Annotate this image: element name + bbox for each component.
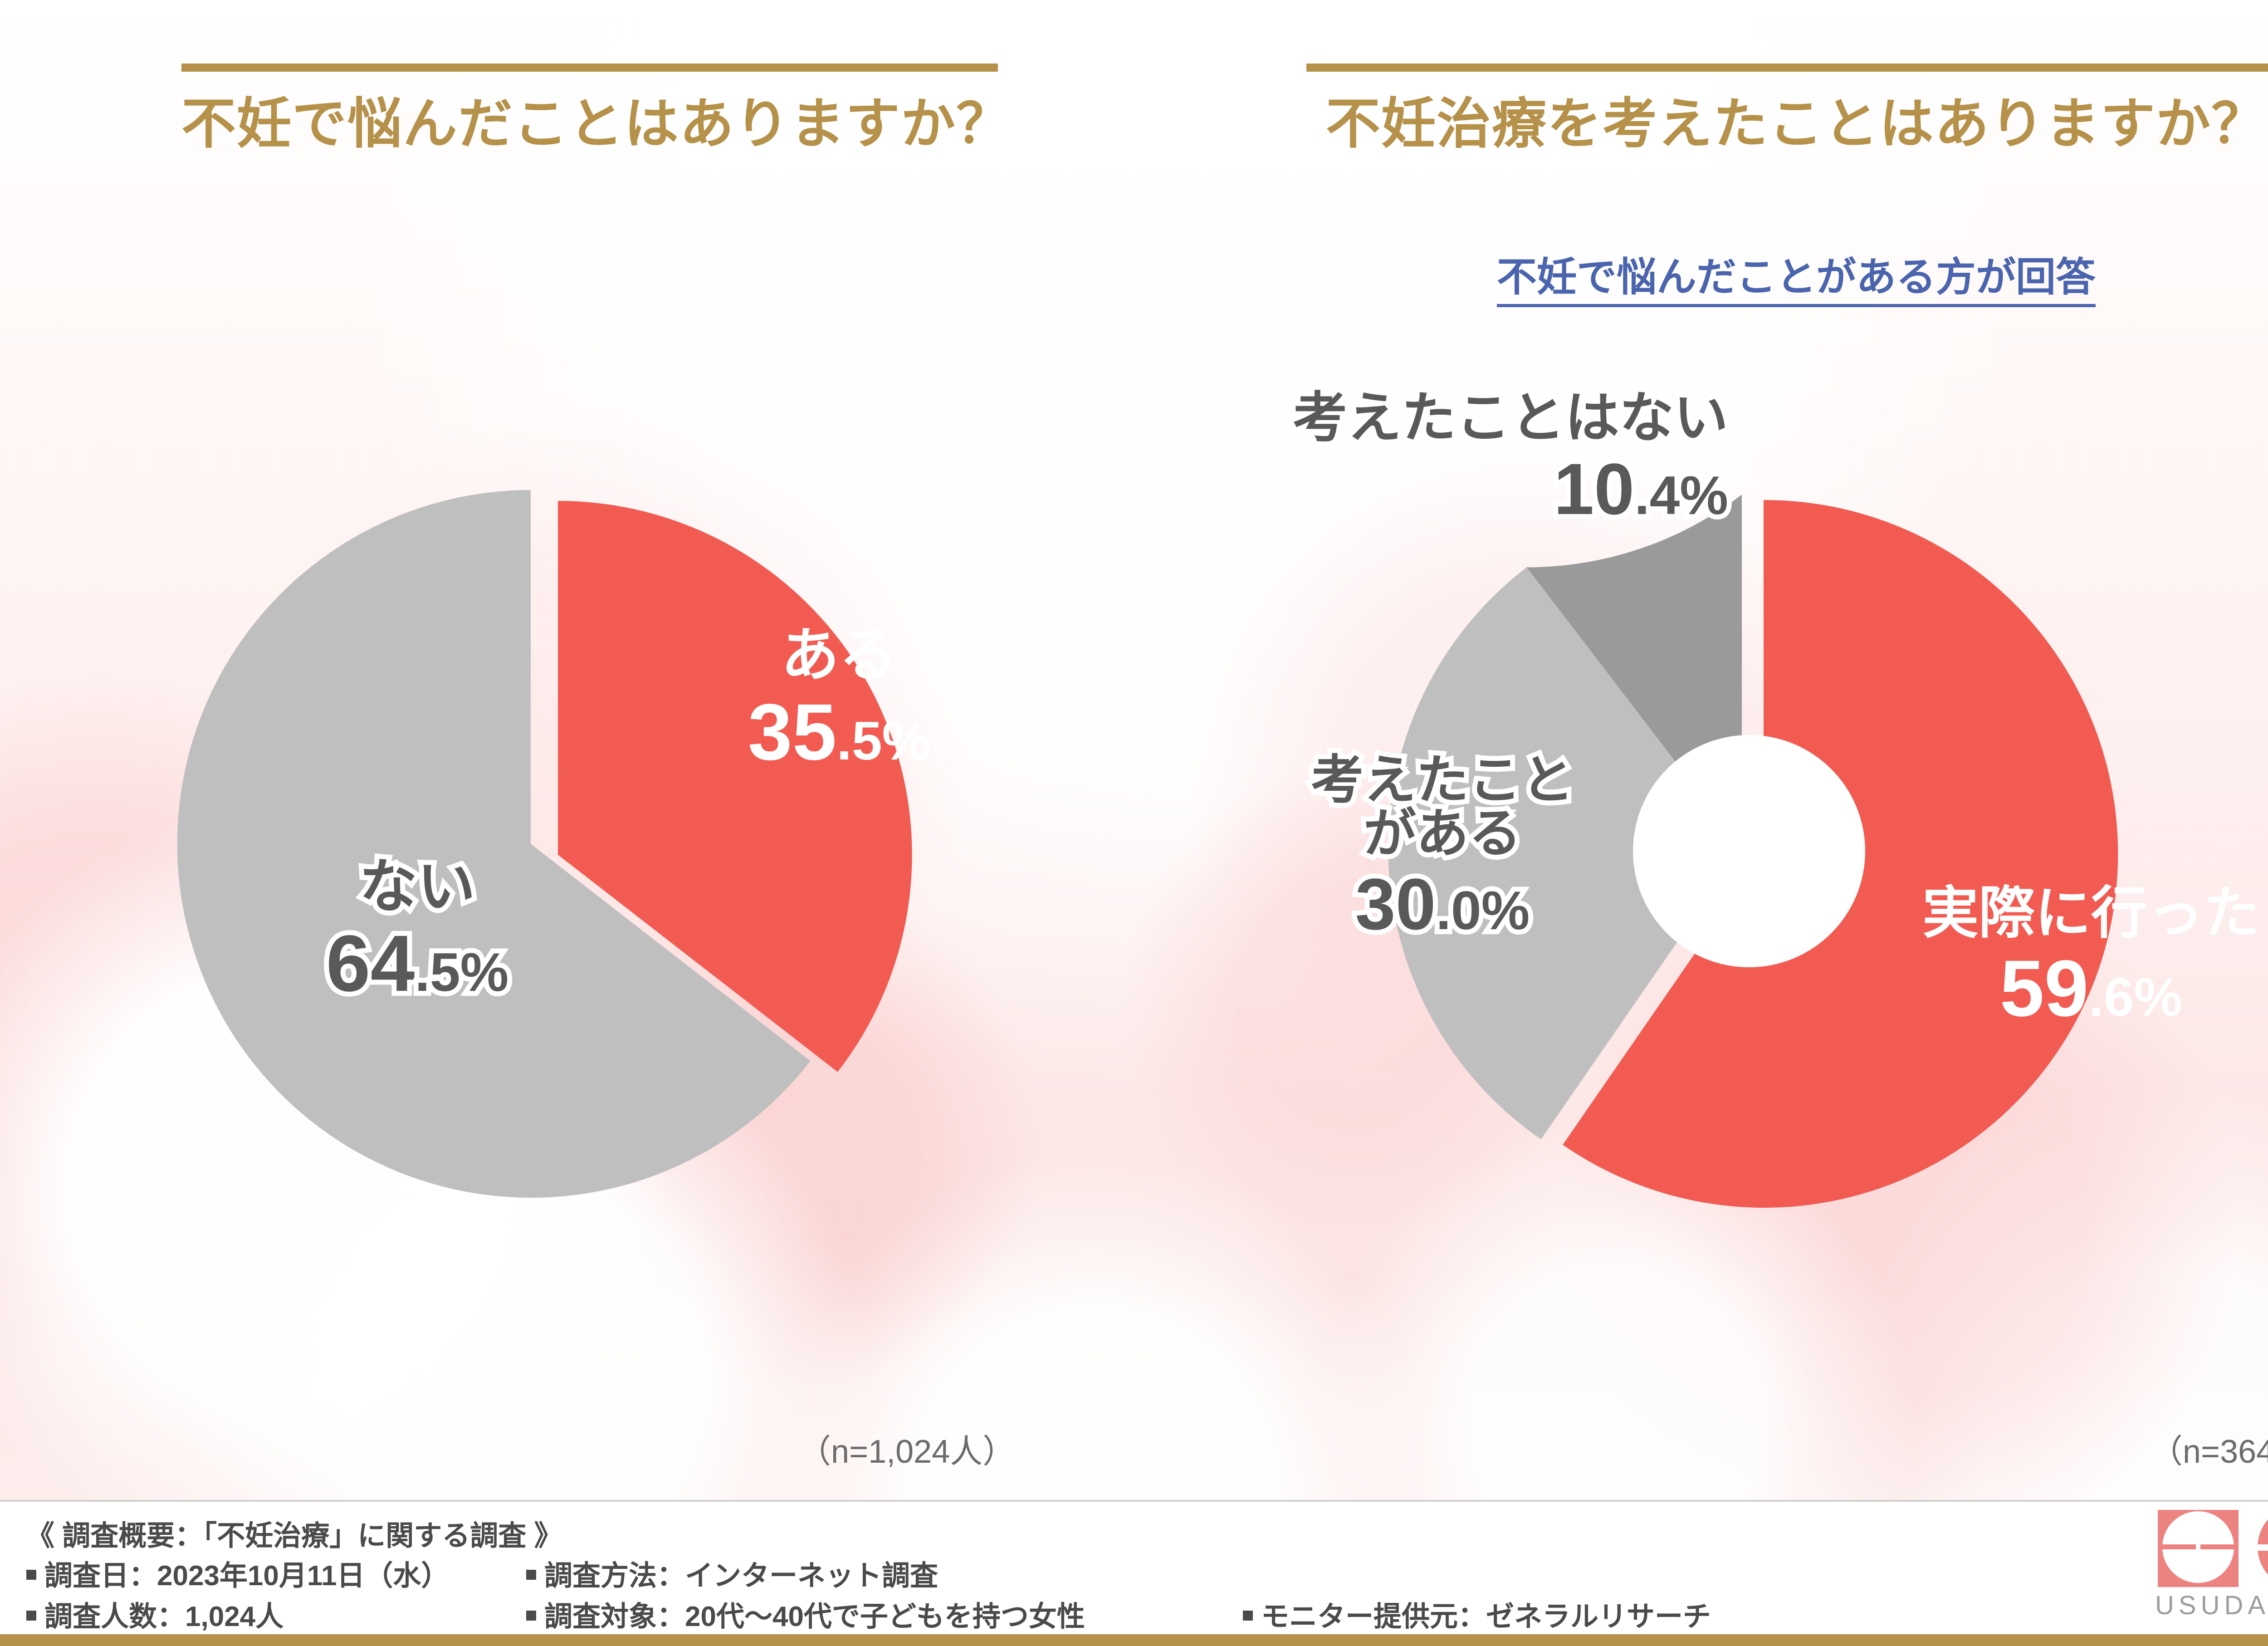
pie-slice-nai — [177, 490, 811, 1198]
left-pie-chart — [113, 399, 1030, 1298]
right-title-text: 不妊治療を考えたことはありますか？ — [1326, 93, 2267, 154]
left-title-block: 不妊で悩んだことはありますか？ — [181, 64, 1012, 154]
footer-survey-date: 調査日：2023年10月11日（水） — [26, 1553, 449, 1593]
left-pie-svg — [177, 490, 912, 1198]
bullet-icon — [26, 1611, 36, 1621]
right-subtitle: 不妊で悩んだことがある方が回答 — [1306, 245, 2268, 307]
clinic-logo-name: USUDA — [2155, 1591, 2268, 1620]
right-sample-size-note: （n=364人） — [2150, 1434, 2268, 1470]
footer: 《 調査概要：「不妊治療」に関する調査 》 調査日：2023年10月11日（水）… — [0, 1500, 2268, 1646]
bullet-icon — [526, 1611, 536, 1621]
bullet-icon — [526, 1570, 536, 1580]
footer-survey-method: 調査方法：インターネット調査 — [526, 1553, 938, 1593]
right-donut-chart — [1315, 399, 2250, 1307]
footer-monitor-provider-text: モニター提供元：ゼネラルリサーチ — [1261, 1601, 1711, 1632]
footer-survey-method-text: 調査方法：インターネット調査 — [544, 1560, 938, 1592]
bullet-icon — [1243, 1611, 1253, 1621]
right-title-rule-top — [1306, 64, 2268, 72]
right-title-block: 不妊治療を考えたことはありますか？ — [1306, 64, 2268, 152]
left-title-rule-top — [181, 64, 998, 72]
footer-monitor-provider: モニター提供元：ゼネラルリサーチ — [1243, 1593, 1711, 1634]
right-subtitle-text: 不妊で悩んだことがある方が回答 — [1496, 255, 2096, 307]
donut-slice-think — [1388, 567, 1742, 1140]
right-donut-svg — [1388, 495, 2118, 1208]
donut-center-hole — [1633, 735, 1865, 967]
left-title-text: 不妊で悩んだことはありますか？ — [181, 93, 1012, 154]
footer-survey-target-text: 調査対象：20代〜40代で子どもを持つ女性 — [544, 1601, 1085, 1632]
clinic-logo: USUDA LADIES CLINIC — [2155, 1510, 2268, 1632]
footer-survey-count: 調査人数：1,024人 — [26, 1593, 284, 1634]
footer-survey-date-text: 調査日：2023年10月11日（水） — [44, 1560, 450, 1592]
left-sample-size-note: （n=1,024人） — [798, 1434, 1016, 1470]
footer-heading: 《 調査概要：「不妊治療」に関する調査 》 — [26, 1520, 562, 1552]
footer-survey-count-text: 調査人数：1,024人 — [44, 1601, 284, 1632]
footer-survey-target: 調査対象：20代〜40代で子どもを持つ女性 — [526, 1593, 1085, 1634]
clinic-logo-mark-icon — [2158, 1510, 2268, 1587]
pie-slice-aru — [558, 500, 912, 1072]
footer-gold-bar — [0, 1634, 2268, 1646]
bullet-icon — [26, 1570, 36, 1580]
clinic-logo-wordmark: USUDA LADIES CLINIC — [2155, 1592, 2268, 1622]
